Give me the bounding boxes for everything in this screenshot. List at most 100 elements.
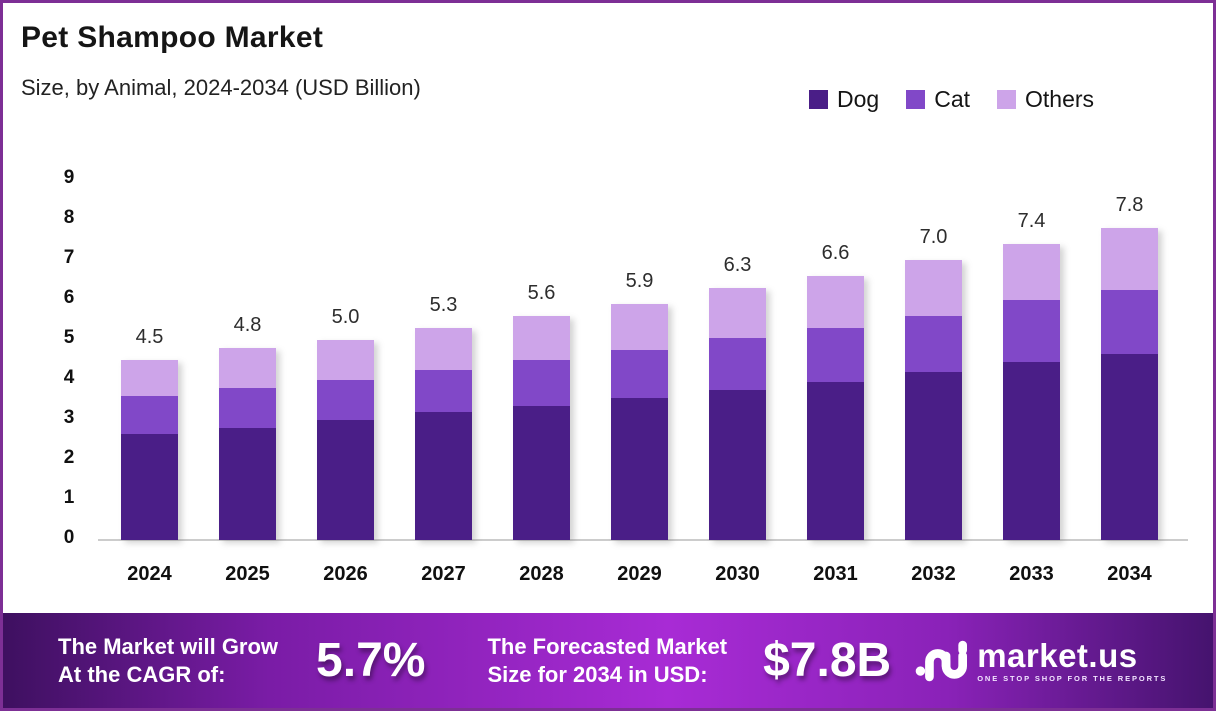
bar-stack-2027 xyxy=(415,328,472,540)
bar-segment-others-2032 xyxy=(905,260,962,316)
forecast-label: The Forecasted Market Size for 2034 in U… xyxy=(487,633,727,689)
y-tick-6: 6 xyxy=(63,287,75,308)
bar-segment-dog-2032 xyxy=(905,372,962,540)
bar-total-label-2031: 6.6 xyxy=(821,242,850,264)
bottom-banner: The Market will Grow At the CAGR of: 5.7… xyxy=(3,613,1213,708)
x-label-2024: 2024 xyxy=(127,563,172,585)
bar-2029: 5.9 xyxy=(611,180,668,540)
bar-2031: 6.6 xyxy=(807,180,864,540)
forecast-label-line2: Size for 2034 in USD: xyxy=(487,661,708,687)
bars-area: 4.5 4.8 5.0 5.3 5.6 5.9 6.3 6.6 7.0 7.4 7.8 xyxy=(121,180,1204,540)
bar-total-label-2024: 4.5 xyxy=(135,326,164,348)
bar-segment-cat-2032 xyxy=(905,316,962,372)
cagr-label-line1: The Market will Grow xyxy=(58,633,279,659)
bar-stack-2033 xyxy=(1003,244,1060,540)
bar-2032: 7.0 xyxy=(905,180,962,540)
legend-label: Dog xyxy=(837,86,880,112)
y-tick-1: 1 xyxy=(63,487,75,508)
bar-segment-dog-2034 xyxy=(1101,354,1158,540)
bar-segment-dog-2026 xyxy=(317,420,374,540)
legend-swatch-others xyxy=(997,90,1016,109)
legend-swatch-dog xyxy=(809,90,828,109)
y-tick-2: 2 xyxy=(63,447,75,468)
bar-segment-cat-2031 xyxy=(807,328,864,382)
bar-segment-dog-2027 xyxy=(415,412,472,540)
x-axis-line xyxy=(98,539,1188,541)
bar-segment-others-2026 xyxy=(317,340,374,380)
bar-total-label-2025: 4.8 xyxy=(233,314,262,336)
bar-segment-dog-2028 xyxy=(513,406,570,540)
bar-stack-2030 xyxy=(709,288,766,540)
bar-segment-cat-2030 xyxy=(709,338,766,390)
bar-segment-dog-2030 xyxy=(709,390,766,540)
bar-segment-others-2028 xyxy=(513,316,570,360)
bar-segment-cat-2024 xyxy=(121,396,178,434)
bar-2026: 5.0 xyxy=(317,180,374,540)
bar-stack-2025 xyxy=(219,348,276,540)
x-label-2031: 2031 xyxy=(813,563,858,585)
y-tick-3: 3 xyxy=(63,407,75,428)
bar-segment-others-2029 xyxy=(611,304,668,350)
bar-stack-2024 xyxy=(121,360,178,540)
bar-total-label-2028: 5.6 xyxy=(527,282,556,304)
legend-swatch-cat xyxy=(906,90,926,109)
legend-label: Others xyxy=(1025,86,1095,112)
marketus-logo: market.us ONE STOP SHOP FOR THE REPORTS xyxy=(915,638,1168,683)
legend-item-others: Others xyxy=(997,86,1094,113)
bar-segment-cat-2029 xyxy=(611,350,668,398)
bar-2030: 6.3 xyxy=(709,180,766,540)
page-title: Pet Shampoo Market xyxy=(21,21,324,54)
bar-2033: 7.4 xyxy=(1003,180,1060,540)
bar-segment-cat-2028 xyxy=(513,360,570,406)
forecast-value: $7.8B xyxy=(763,634,892,687)
bar-segment-others-2031 xyxy=(807,276,864,328)
chart-legend: Dog Cat Others xyxy=(809,86,1094,113)
bar-segment-others-2025 xyxy=(219,348,276,388)
stacked-bar-chart: 9 8 7 6 5 4 3 2 1 0 4.5 4.8 5.0 5.3 5.6 5.9 6.3 6.6 7.0 7.… xyxy=(3,3,1213,608)
bar-segment-others-2033 xyxy=(1003,244,1060,300)
bar-2028: 5.6 xyxy=(513,180,570,540)
x-label-2028: 2028 xyxy=(519,563,564,585)
bar-stack-2032 xyxy=(905,260,962,540)
bar-segment-others-2034 xyxy=(1101,228,1158,290)
marketus-logo-icon xyxy=(915,640,968,681)
bar-segment-dog-2029 xyxy=(611,398,668,540)
x-label-2025: 2025 xyxy=(225,563,270,585)
cagr-label-line2: At the CAGR of: xyxy=(58,661,226,687)
bar-segment-cat-2034 xyxy=(1101,290,1158,354)
y-tick-4: 4 xyxy=(63,367,75,388)
bar-total-label-2026: 5.0 xyxy=(331,306,360,328)
bar-segment-others-2030 xyxy=(709,288,766,338)
bar-total-label-2032: 7.0 xyxy=(919,226,948,248)
bar-segment-dog-2024 xyxy=(121,434,178,540)
x-label-2032: 2032 xyxy=(911,563,956,585)
legend-label: Cat xyxy=(934,86,970,112)
x-label-2027: 2027 xyxy=(421,563,466,585)
bar-stack-2026 xyxy=(317,340,374,540)
bar-segment-cat-2027 xyxy=(415,370,472,412)
x-label-2033: 2033 xyxy=(1009,563,1054,585)
y-tick-9: 9 xyxy=(63,167,75,188)
bar-segment-others-2027 xyxy=(415,328,472,370)
bar-total-label-2033: 7.4 xyxy=(1017,210,1046,232)
logo-tagline: ONE STOP SHOP FOR THE REPORTS xyxy=(977,673,1168,683)
cagr-value: 5.7% xyxy=(316,634,426,687)
bar-2024: 4.5 xyxy=(121,180,178,540)
bar-2027: 5.3 xyxy=(415,180,472,540)
bar-stack-2034 xyxy=(1101,228,1158,540)
bar-segment-dog-2031 xyxy=(807,382,864,540)
page-subtitle: Size, by Animal, 2024-2034 (USD Billion) xyxy=(21,75,421,100)
bar-segment-dog-2025 xyxy=(219,428,276,540)
x-label-2026: 2026 xyxy=(323,563,368,585)
bar-total-label-2029: 5.9 xyxy=(625,270,654,292)
cagr-label: The Market will Grow At the CAGR of: xyxy=(58,633,278,689)
bar-stack-2029 xyxy=(611,304,668,540)
bar-total-label-2027: 5.3 xyxy=(429,294,458,316)
x-label-2029: 2029 xyxy=(617,563,662,585)
bar-2034: 7.8 xyxy=(1101,180,1158,540)
legend-item-dog: Dog xyxy=(809,86,879,113)
bar-segment-dog-2033 xyxy=(1003,362,1060,540)
x-label-2030: 2030 xyxy=(715,563,760,585)
logo-text-block: market.us ONE STOP SHOP FOR THE REPORTS xyxy=(977,638,1168,683)
x-axis-labels: 2024 2025 2026 2027 2028 2029 2030 2031 2032 2033… xyxy=(121,563,1204,586)
